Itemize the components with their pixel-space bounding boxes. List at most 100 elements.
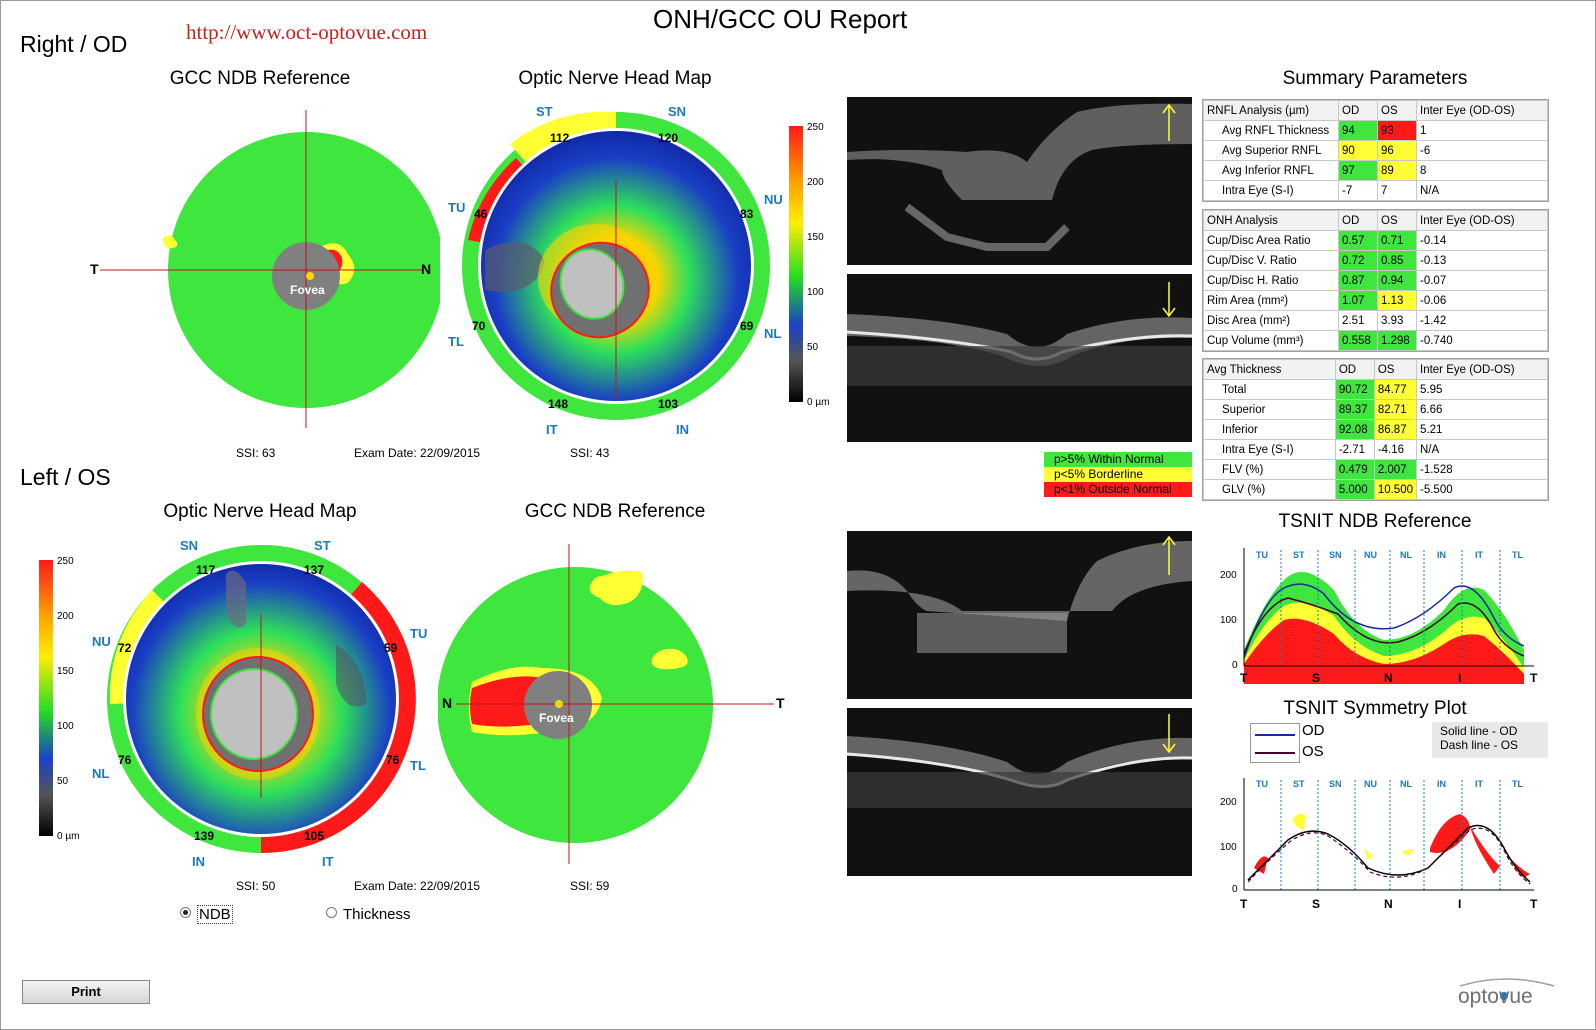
ndb-radio-option[interactable]: NDB (180, 905, 233, 924)
sym-sector-it: IT (1475, 779, 1484, 789)
left-eye-label: Left / OS (20, 464, 111, 490)
avg-header-name: Avg Thickness (1203, 359, 1336, 380)
avg-header-od: OD (1334, 359, 1375, 380)
od-val-tu: 46 (474, 207, 488, 221)
ndb-sector-nu: NU (1364, 550, 1377, 560)
os-val-tu: 59 (384, 641, 398, 655)
os-cbar-100: 100 (57, 721, 74, 732)
sym-sector-tu: TU (1256, 779, 1268, 789)
ndb-sector-sn: SN (1329, 550, 1342, 560)
avg-thickness-table: Avg Thickness OD OS Inter Eye (OD-OS) Total… (1202, 358, 1549, 501)
ndb-radio-label[interactable]: NDB (197, 905, 233, 924)
sym-x-i: I (1458, 897, 1461, 911)
os-val-sn: 117 (196, 563, 216, 577)
onh-header-inter: Inter Eye (OD-OS) (1416, 210, 1548, 231)
os-sec-nl: NL (92, 766, 109, 781)
print-button[interactable]: Print (22, 980, 150, 1004)
thickness-radio-option[interactable]: Thickness (326, 906, 411, 923)
ndb-x-t2: T (1530, 671, 1538, 685)
table-row: Avg Superior RNFL 90 96 -6 (1203, 140, 1548, 161)
ndb-sector-tu: TU (1256, 550, 1268, 560)
od-onh-ssi: SSI: 43 (570, 446, 610, 460)
os-cbar-250: 250 (57, 556, 74, 567)
os-axis-t: T (776, 695, 785, 711)
line-style-note: Solid line - OD Dash line - OS (1432, 722, 1548, 758)
os-cbar-200: 200 (57, 611, 74, 622)
od-gcc-ssi: SSI: 63 (236, 446, 276, 460)
os-cbar-0: 0 µm (57, 831, 79, 842)
summary-title: Summary Parameters (1282, 68, 1468, 89)
os-sec-tl: TL (410, 758, 426, 773)
rnfl-header-od: OD (1338, 100, 1378, 121)
onh-header-od: OD (1338, 210, 1378, 231)
os-gcc-title: GCC NDB Reference (524, 501, 706, 522)
optovue-logo-text: optovue (1458, 985, 1533, 1008)
onh-header-os: OS (1377, 210, 1417, 231)
table-row: Intra Eye (S-I) -2.71 -4.16 N/A (1203, 439, 1548, 460)
table-row: Intra Eye (S-I) -7 7 N/A (1203, 180, 1548, 201)
od-sec-st: ST (536, 104, 553, 119)
legend-within-normal: p>5% Within Normal (1044, 452, 1192, 467)
table-row: Avg RNFL Thickness 94 93 1 (1203, 120, 1548, 141)
os-val-tl: 76 (386, 753, 400, 767)
right-eye-label: Right / OD (20, 31, 128, 57)
website-link[interactable]: http://www.oct-optovue.com (186, 20, 428, 44)
table-row: FLV (%) 0.479 2.007 -1.528 (1203, 459, 1548, 480)
od-cbar-100: 100 (807, 287, 824, 298)
od-val-nu: 83 (740, 207, 754, 221)
ndb-y-100: 100 (1220, 615, 1237, 626)
os-macula-bscan (847, 708, 1192, 876)
legend-borderline: p<5% Borderline (1044, 467, 1192, 482)
sym-sector-tl: TL (1512, 779, 1523, 789)
os-onh-title: Optic Nerve Head Map (163, 501, 357, 522)
ndb-y-0: 0 (1232, 660, 1238, 671)
os-onh-bscan (847, 531, 1192, 699)
od-thickness-colorbar: 250 200 150 100 50 0 µm (789, 122, 829, 408)
od-val-in: 103 (658, 397, 678, 411)
tsnit-ndb-title: TSNIT NDB Reference (1278, 511, 1472, 532)
solid-line-note: Solid line - OD (1440, 724, 1518, 738)
rnfl-header-name: RNFL Analysis (µm) (1203, 100, 1339, 121)
od-sec-sn: SN (668, 104, 686, 119)
ndb-y-200: 200 (1220, 570, 1237, 581)
thickness-radio-label[interactable]: Thickness (343, 906, 411, 923)
table-row: Cup/Disc Area Ratio 0.57 0.71 -0.14 (1203, 230, 1548, 251)
table-row: Cup/Disc V. Ratio 0.72 0.85 -0.13 (1203, 250, 1548, 271)
od-gcc-title: GCC NDB Reference (169, 68, 351, 89)
rnfl-header-os: OS (1377, 100, 1417, 121)
onh-header-name: ONH Analysis (1203, 210, 1339, 231)
table-row: GLV (%) 5.000 10.500 -5.500 (1203, 479, 1548, 500)
os-val-in: 139 (194, 829, 214, 843)
od-val-nl: 69 (740, 319, 754, 333)
sym-y-0: 0 (1232, 884, 1238, 895)
os-gcc-map: Fovea N T (438, 544, 785, 864)
od-fovea-label: Fovea (290, 283, 325, 297)
ndb-x-n: N (1384, 671, 1393, 685)
ndb-radio-indicator[interactable] (180, 907, 191, 918)
thickness-radio-indicator[interactable] (326, 907, 337, 918)
table-row: Disc Area (mm²) 2.51 3.93 -1.42 (1203, 310, 1548, 331)
od-exam-date: Exam Date: 22/09/2015 (354, 446, 481, 460)
table-row: Cup/Disc H. Ratio 0.87 0.94 -0.07 (1203, 270, 1548, 291)
avg-header-inter: Inter Eye (OD-OS) (1416, 359, 1548, 380)
od-val-sn: 120 (658, 131, 678, 145)
table-row: Inferior 92.08 86.87 5.21 (1203, 419, 1548, 440)
od-gcc-map: Fovea T N (90, 110, 440, 428)
sym-x-t1: T (1240, 897, 1248, 911)
sym-x-t2: T (1530, 897, 1538, 911)
os-val-nu: 72 (118, 641, 132, 655)
od-line-swatch (1255, 734, 1295, 736)
os-sec-tu: TU (410, 626, 427, 641)
symmetry-od-label: OD (1302, 722, 1325, 739)
od-sec-it: IT (546, 422, 558, 437)
os-cbar-50: 50 (57, 776, 69, 787)
os-thickness-colorbar: 250 200 150 100 50 0 µm (39, 556, 79, 842)
od-sec-tu: TU (448, 200, 465, 215)
od-sec-nl: NL (764, 326, 781, 341)
optovue-logo: optovue (1458, 978, 1555, 1008)
os-onh-map: 117 137 59 76 105 139 76 72 SN ST TU TL … (92, 538, 427, 869)
od-onh-bscan (847, 97, 1192, 265)
onh-analysis-table: ONH Analysis OD OS Inter Eye (OD-OS) Cup/Di… (1202, 209, 1549, 352)
tsnit-symmetry-plot: TU ST SN NU NL IN IT TL 200 100 0 T S N … (1220, 778, 1538, 911)
od-onh-map: 112 120 83 69 103 148 70 46 ST SN NU NL … (448, 104, 783, 437)
